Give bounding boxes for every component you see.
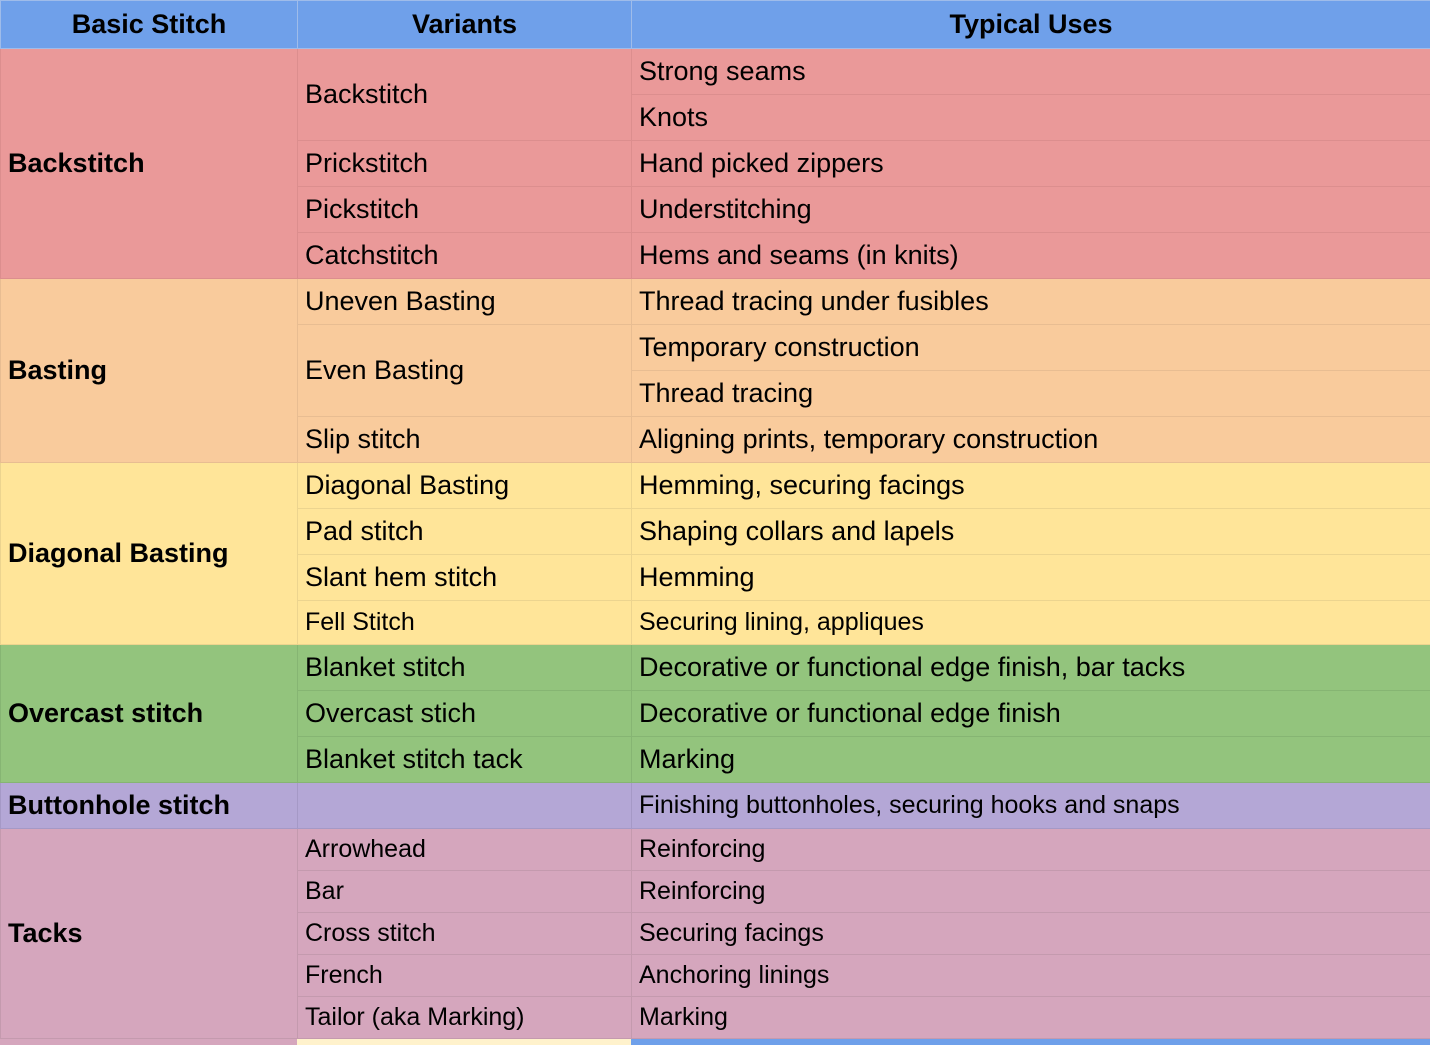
variant-cell[interactable]: Bar: [298, 871, 632, 913]
use-cell[interactable]: Hemming: [632, 555, 1430, 601]
use-cell[interactable]: Finishing buttonholes, securing hooks an…: [632, 783, 1430, 829]
strip-segment: [297, 1039, 631, 1045]
variant-cell[interactable]: Blanket stitch: [298, 645, 632, 691]
table-row: Diagonal Basting Diagonal Basting Hemmin…: [1, 463, 1430, 509]
use-cell[interactable]: Securing facings: [632, 913, 1430, 955]
use-cell[interactable]: Thread tracing under fusibles: [632, 279, 1430, 325]
variant-cell[interactable]: Blanket stitch tack: [298, 737, 632, 783]
strip-segment: [631, 1039, 1430, 1045]
variant-cell[interactable]: Backstitch: [298, 49, 632, 141]
use-cell[interactable]: Marking: [632, 737, 1430, 783]
stitch-name-cell[interactable]: Overcast stitch: [1, 645, 298, 783]
strip-segment: [0, 1039, 297, 1045]
use-cell[interactable]: Decorative or functional edge finish, ba…: [632, 645, 1430, 691]
variant-cell[interactable]: French: [298, 955, 632, 997]
variant-cell[interactable]: Fell Stitch: [298, 601, 632, 645]
use-cell[interactable]: Anchoring linings: [632, 955, 1430, 997]
use-cell[interactable]: Reinforcing: [632, 871, 1430, 913]
use-cell[interactable]: Strong seams: [632, 49, 1430, 95]
stitch-name-cell[interactable]: Backstitch: [1, 49, 298, 279]
use-cell[interactable]: Understitching: [632, 187, 1430, 233]
use-cell[interactable]: Hems and seams (in knits): [632, 233, 1430, 279]
variant-cell[interactable]: Pickstitch: [298, 187, 632, 233]
stitch-name-cell[interactable]: Buttonhole stitch: [1, 783, 298, 829]
variant-cell[interactable]: Catchstitch: [298, 233, 632, 279]
table-row: Backstitch Backstitch Strong seams: [1, 49, 1430, 95]
stitch-name-cell[interactable]: Tacks: [1, 829, 298, 1039]
use-cell[interactable]: Decorative or functional edge finish: [632, 691, 1430, 737]
use-cell[interactable]: Hand picked zippers: [632, 141, 1430, 187]
variant-cell[interactable]: Diagonal Basting: [298, 463, 632, 509]
header-variants[interactable]: Variants: [298, 1, 632, 49]
variant-cell[interactable]: Arrowhead: [298, 829, 632, 871]
next-row-strip: [0, 1039, 1430, 1045]
variant-cell[interactable]: Prickstitch: [298, 141, 632, 187]
use-cell[interactable]: Securing lining, appliques: [632, 601, 1430, 645]
use-cell[interactable]: Thread tracing: [632, 371, 1430, 417]
variant-cell[interactable]: Even Basting: [298, 325, 632, 417]
variant-cell[interactable]: Slant hem stitch: [298, 555, 632, 601]
variant-cell[interactable]: Tailor (aka Marking): [298, 997, 632, 1039]
header-row: Basic Stitch Variants Typical Uses: [1, 1, 1430, 49]
variant-cell[interactable]: Pad stitch: [298, 509, 632, 555]
use-cell[interactable]: Hemming, securing facings: [632, 463, 1430, 509]
variant-cell[interactable]: Cross stitch: [298, 913, 632, 955]
variant-cell[interactable]: Uneven Basting: [298, 279, 632, 325]
header-typical-uses[interactable]: Typical Uses: [632, 1, 1430, 49]
use-cell[interactable]: Knots: [632, 95, 1430, 141]
use-cell[interactable]: Temporary construction: [632, 325, 1430, 371]
use-cell[interactable]: Reinforcing: [632, 829, 1430, 871]
header-basic-stitch[interactable]: Basic Stitch: [1, 1, 298, 49]
table-row: Basting Uneven Basting Thread tracing un…: [1, 279, 1430, 325]
stitch-name-cell[interactable]: Diagonal Basting: [1, 463, 298, 645]
use-cell[interactable]: Marking: [632, 997, 1430, 1039]
table-row: Overcast stitch Blanket stitch Decorativ…: [1, 645, 1430, 691]
use-cell[interactable]: Aligning prints, temporary construction: [632, 417, 1430, 463]
stitch-name-cell[interactable]: Basting: [1, 279, 298, 463]
variant-cell[interactable]: Slip stitch: [298, 417, 632, 463]
variant-cell[interactable]: Overcast stich: [298, 691, 632, 737]
table-row: Tacks Arrowhead Reinforcing: [1, 829, 1430, 871]
table-row: Buttonhole stitch Finishing buttonholes,…: [1, 783, 1430, 829]
variant-cell[interactable]: [298, 783, 632, 829]
use-cell[interactable]: Shaping collars and lapels: [632, 509, 1430, 555]
